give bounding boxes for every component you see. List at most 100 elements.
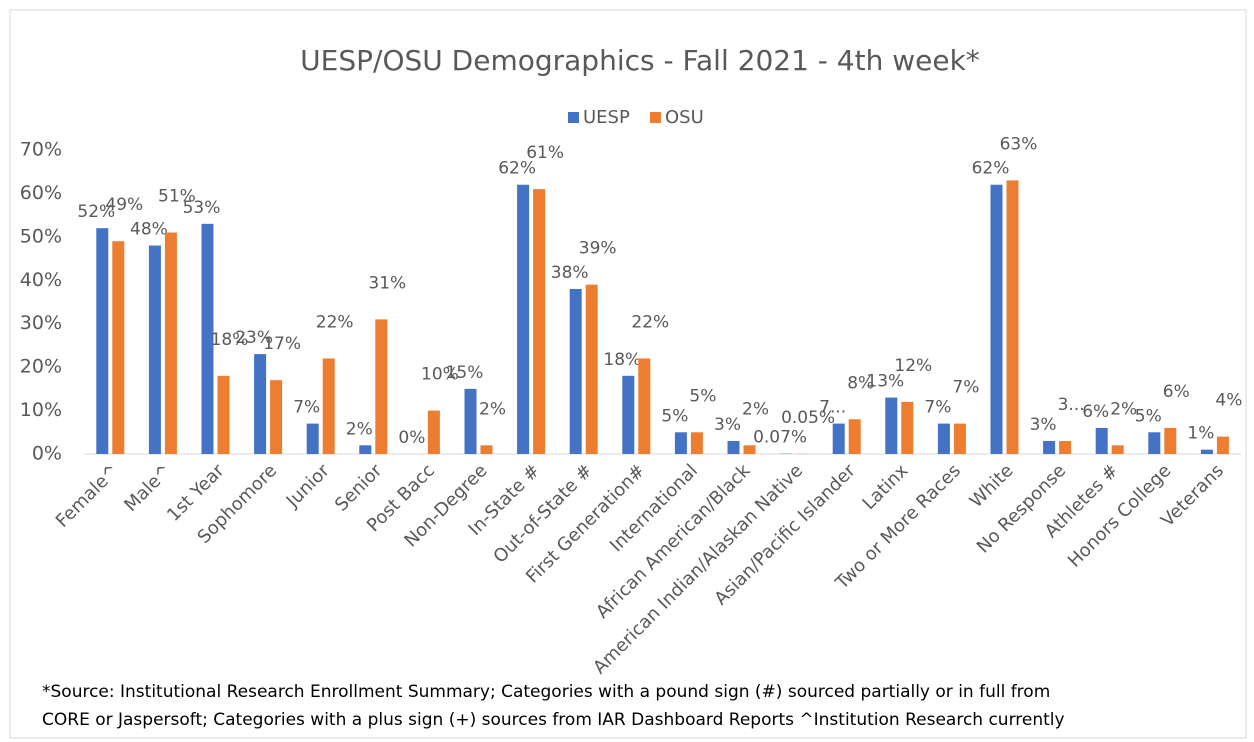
bar xyxy=(674,432,687,454)
data-label: 0% xyxy=(398,428,425,448)
data-label: 8% xyxy=(847,373,874,393)
data-label: 18% xyxy=(603,350,641,370)
footnote: CORE or Jaspersoft; Categories with a pl… xyxy=(42,710,1065,730)
data-label: 15% xyxy=(446,363,484,383)
chart-title: UESP/OSU Demographics - Fall 2021 - 4th … xyxy=(300,44,980,77)
data-label: 22% xyxy=(631,312,669,332)
data-label: 5% xyxy=(1135,406,1162,426)
data-label: 0.07% xyxy=(753,428,807,448)
bar xyxy=(270,380,283,454)
data-label: 5% xyxy=(689,386,716,406)
bar xyxy=(743,445,756,454)
data-label: 22% xyxy=(316,312,354,332)
y-tick-label: 50% xyxy=(20,225,62,247)
bar xyxy=(164,232,177,454)
chart-border xyxy=(9,9,1247,739)
data-label: 63% xyxy=(1000,134,1038,154)
data-label: 62% xyxy=(972,159,1010,179)
y-tick-label: 60% xyxy=(20,182,62,204)
y-tick-label: 20% xyxy=(20,356,62,378)
data-label: 3% xyxy=(714,415,741,435)
bar xyxy=(937,423,950,454)
bar xyxy=(885,397,898,454)
bar xyxy=(585,284,598,454)
bar xyxy=(990,184,1003,454)
bar xyxy=(427,410,440,454)
data-label: 4% xyxy=(1215,391,1242,411)
data-label: 2% xyxy=(1110,399,1137,419)
data-label: 48% xyxy=(130,220,168,240)
data-label: 39% xyxy=(579,239,617,259)
data-label: 51% xyxy=(158,187,196,207)
bar xyxy=(533,189,546,455)
data-label: 13% xyxy=(866,372,904,392)
bar xyxy=(1006,180,1019,454)
legend-label: UESP xyxy=(583,107,630,128)
data-label: 2% xyxy=(742,399,769,419)
data-label: 10% xyxy=(421,365,459,385)
bar xyxy=(727,440,740,454)
data-label: 2% xyxy=(346,419,373,439)
data-label: 0.05% xyxy=(781,408,835,428)
bar xyxy=(832,423,845,454)
data-label: 49% xyxy=(105,195,143,215)
data-label: 6% xyxy=(1082,402,1109,422)
y-tick-label: 0% xyxy=(32,443,62,465)
data-label: 31% xyxy=(368,273,406,293)
bar xyxy=(375,319,388,454)
data-label: 6% xyxy=(1163,382,1190,402)
bar xyxy=(848,419,861,454)
bar xyxy=(1095,427,1108,454)
data-label: 17% xyxy=(263,334,301,354)
bar xyxy=(1148,432,1161,454)
bar xyxy=(1216,436,1229,454)
bar xyxy=(1200,449,1213,454)
bar xyxy=(690,432,703,454)
data-label: 23% xyxy=(235,328,273,348)
data-label: 53% xyxy=(183,198,221,218)
bar xyxy=(254,354,267,454)
legend-label: OSU xyxy=(665,107,704,128)
data-label: 12% xyxy=(894,356,932,376)
footnote: *Source: Institutional Research Enrollme… xyxy=(42,682,1050,702)
y-tick-label: 40% xyxy=(20,269,62,291)
data-label: 62% xyxy=(498,159,536,179)
data-label: 7... xyxy=(819,398,846,418)
data-label: 7% xyxy=(952,378,979,398)
data-label: 52% xyxy=(77,202,115,222)
bar xyxy=(306,423,319,454)
legend-swatch xyxy=(568,112,579,123)
bar xyxy=(638,358,651,454)
data-label: 1% xyxy=(1187,424,1214,444)
data-label: 3% xyxy=(1030,415,1057,435)
bar xyxy=(1043,440,1056,454)
y-tick-label: 10% xyxy=(20,399,62,421)
data-label: 7% xyxy=(924,398,951,418)
bar xyxy=(112,241,125,454)
bar xyxy=(953,423,966,454)
data-label: 7% xyxy=(293,398,320,418)
bar xyxy=(96,228,109,454)
bar xyxy=(359,445,372,454)
bar xyxy=(217,375,230,454)
bar xyxy=(322,358,335,454)
y-tick-label: 30% xyxy=(20,312,62,334)
bar xyxy=(148,245,161,454)
data-label: 2% xyxy=(479,399,506,419)
data-label: 61% xyxy=(526,143,564,163)
data-label: 18% xyxy=(211,330,249,350)
bar xyxy=(1164,427,1177,454)
bar xyxy=(622,375,635,454)
data-label: 3... xyxy=(1058,395,1085,415)
bar xyxy=(480,445,493,454)
legend-swatch xyxy=(650,112,661,123)
data-label: 38% xyxy=(551,263,589,283)
data-label: 5% xyxy=(661,406,688,426)
bar xyxy=(201,223,214,454)
bar xyxy=(569,288,582,454)
bar xyxy=(517,184,530,454)
bar xyxy=(464,388,477,454)
bar xyxy=(901,401,914,454)
bar xyxy=(1111,445,1124,454)
